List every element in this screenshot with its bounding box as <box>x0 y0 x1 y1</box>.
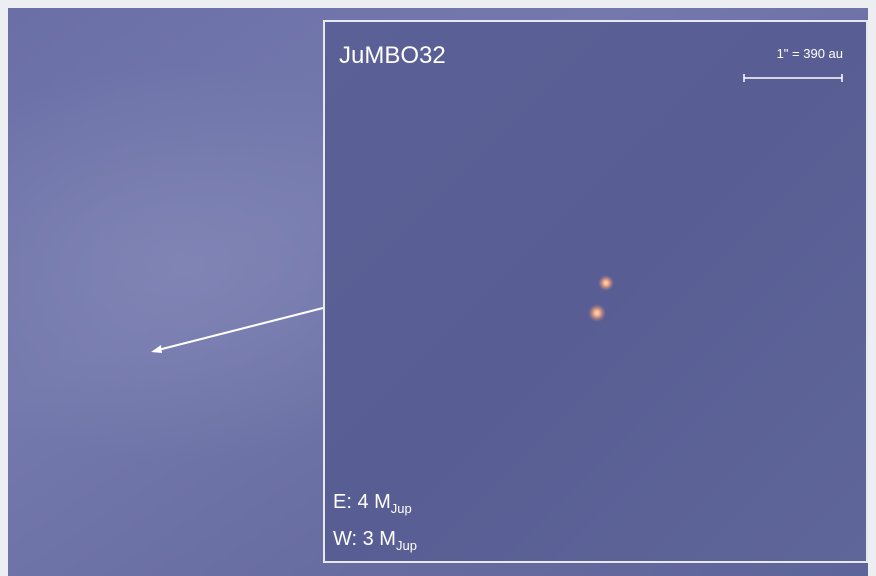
mass-sub: Jup <box>391 501 412 516</box>
inset-frame <box>324 21 867 562</box>
inset-title: JuMBO32 <box>339 42 446 69</box>
page: {"inset": {"title": "JuMBO32", "scale_la… <box>0 0 876 576</box>
scale-label: 1" = 390 au <box>777 46 843 61</box>
mass-text: W: 3 M <box>333 528 396 550</box>
star-e <box>598 275 614 291</box>
mass-text: E: 4 M <box>333 491 391 513</box>
mass-sub: Jup <box>396 538 417 553</box>
star-w <box>588 304 606 322</box>
image: JuMBO32 1" = 390 au E: 4 MJup W: 3 MJup <box>0 0 876 576</box>
